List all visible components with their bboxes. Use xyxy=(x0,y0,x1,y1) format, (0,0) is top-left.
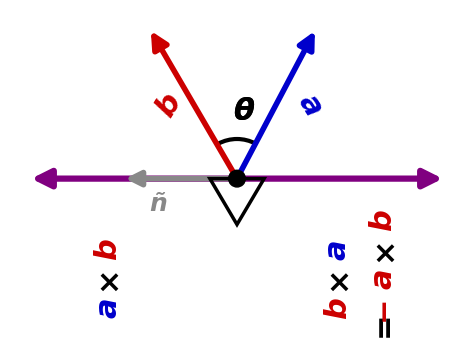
Text: b: b xyxy=(368,209,398,231)
Text: b: b xyxy=(323,297,352,319)
Text: −: − xyxy=(368,295,398,321)
Text: ×: × xyxy=(323,266,352,292)
Text: ñ: ñ xyxy=(149,192,167,216)
Text: a: a xyxy=(368,268,398,289)
Text: ×: × xyxy=(93,266,122,292)
Text: a: a xyxy=(323,239,352,260)
Text: θ: θ xyxy=(233,98,254,127)
Text: a: a xyxy=(93,298,122,318)
Text: θ: θ xyxy=(233,98,254,127)
Text: ×: × xyxy=(368,237,398,262)
Text: =: = xyxy=(368,312,398,337)
Circle shape xyxy=(228,170,246,187)
Text: b: b xyxy=(150,89,186,123)
Text: b: b xyxy=(93,239,122,261)
Text: a: a xyxy=(292,89,328,122)
